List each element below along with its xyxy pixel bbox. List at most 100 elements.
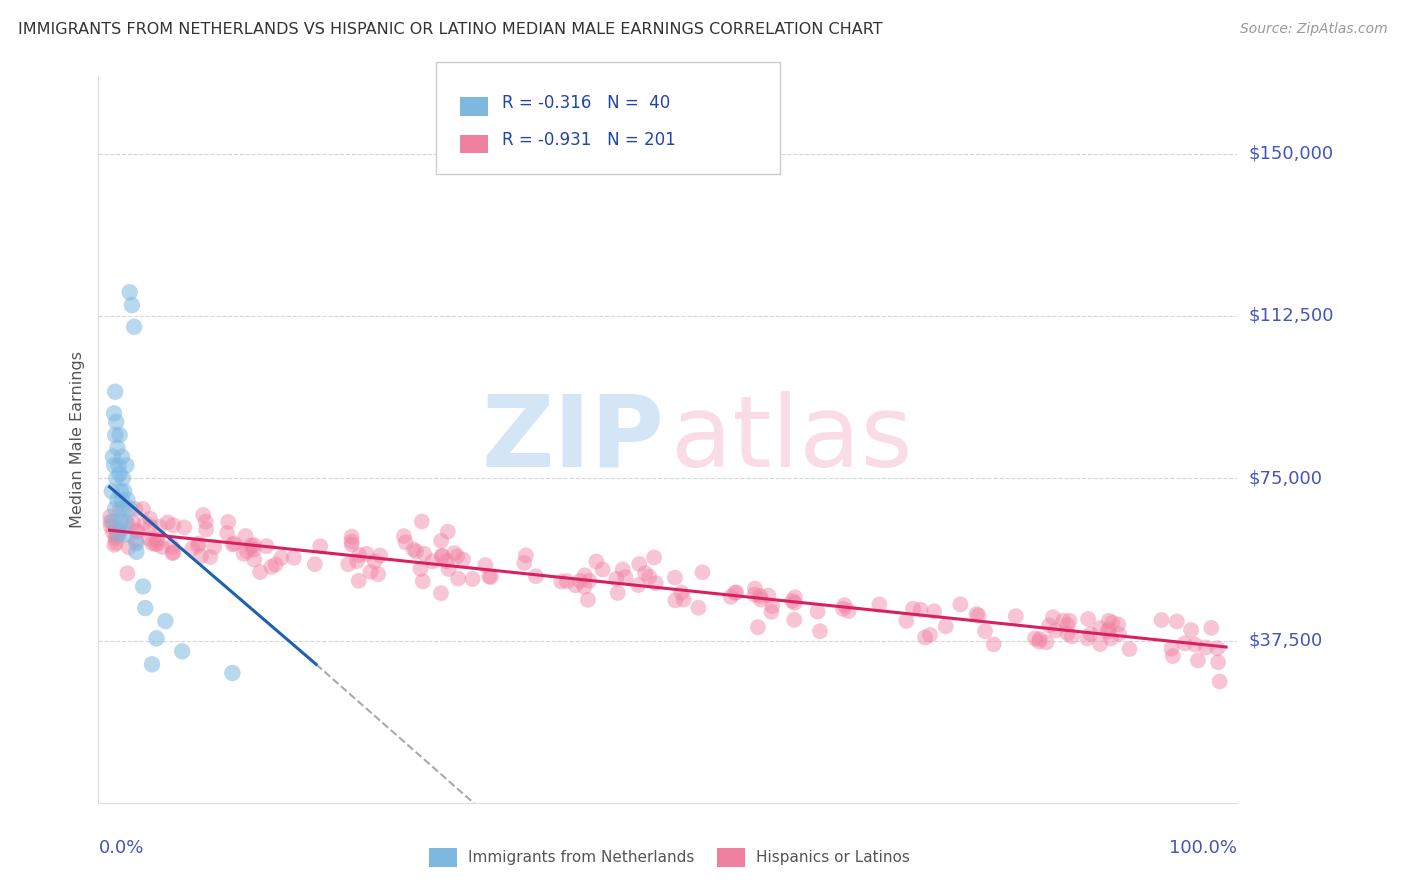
Point [139, 511, 162, 525]
Point [340, 534, 363, 549]
Point [614, 570, 637, 584]
Point [966, 607, 988, 621]
Point [612, 562, 634, 576]
Point [111, 471, 134, 485]
Point [1056, 626, 1078, 640]
Point [107, 492, 129, 507]
Point [910, 603, 932, 617]
Point [405, 544, 427, 558]
Point [232, 547, 254, 561]
Point [217, 515, 239, 529]
Point [100, 519, 122, 533]
Point [1166, 615, 1188, 629]
Point [172, 644, 194, 658]
Point [724, 585, 747, 599]
Point [132, 579, 155, 593]
Point [1024, 632, 1046, 646]
Point [337, 558, 360, 572]
Point [1004, 609, 1026, 624]
Point [478, 569, 501, 583]
Point [270, 550, 292, 565]
Text: Source: ZipAtlas.com: Source: ZipAtlas.com [1240, 22, 1388, 37]
Point [118, 541, 141, 555]
Point [104, 501, 127, 516]
Point [834, 598, 856, 612]
Point [783, 596, 806, 610]
Point [155, 614, 177, 628]
Point [122, 319, 145, 334]
Point [108, 467, 131, 481]
Point [1077, 612, 1099, 626]
Point [104, 428, 127, 442]
Point [409, 562, 432, 576]
Point [664, 593, 686, 607]
Point [104, 532, 127, 546]
Point [868, 598, 890, 612]
Point [949, 598, 972, 612]
Point [628, 557, 651, 571]
Point [111, 450, 134, 464]
Point [1187, 653, 1209, 667]
Point [162, 518, 184, 533]
Point [1107, 617, 1129, 632]
Point [125, 536, 148, 550]
Point [118, 501, 141, 516]
Point [606, 586, 628, 600]
Point [935, 619, 957, 633]
Point [356, 547, 378, 561]
Point [162, 546, 184, 560]
Point [114, 515, 136, 529]
Point [555, 574, 578, 588]
Text: R = -0.316   N =  40: R = -0.316 N = 40 [502, 94, 671, 112]
Point [125, 545, 148, 559]
Text: $150,000: $150,000 [1249, 145, 1333, 162]
Point [564, 578, 586, 592]
Point [782, 594, 804, 608]
Text: 0.0%: 0.0% [98, 839, 143, 857]
Point [125, 533, 148, 548]
Point [221, 537, 243, 551]
Point [141, 536, 163, 550]
Point [432, 549, 454, 563]
Point [761, 605, 783, 619]
Point [569, 574, 592, 588]
Point [524, 569, 547, 583]
Point [1206, 641, 1229, 656]
Point [643, 550, 665, 565]
Point [200, 549, 222, 564]
Point [576, 592, 599, 607]
Point [217, 526, 239, 541]
Point [110, 484, 132, 499]
Point [235, 529, 257, 543]
Point [121, 298, 143, 312]
Point [392, 529, 415, 543]
Point [1101, 615, 1123, 630]
Point [156, 516, 179, 530]
Point [283, 550, 305, 565]
Point [756, 589, 779, 603]
Point [744, 582, 766, 596]
Point [918, 628, 941, 642]
Point [436, 524, 458, 539]
Point [1201, 621, 1223, 635]
Point [1195, 640, 1218, 655]
Point [134, 516, 156, 530]
Point [117, 516, 139, 530]
Point [240, 539, 263, 553]
Point [107, 523, 129, 537]
Point [146, 537, 169, 551]
Point [832, 601, 855, 615]
Point [181, 541, 204, 556]
Point [922, 604, 945, 618]
Point [838, 604, 860, 618]
Point [1060, 629, 1083, 643]
Point [134, 601, 156, 615]
Point [1052, 614, 1074, 628]
Point [347, 574, 370, 588]
Point [807, 605, 830, 619]
Point [347, 548, 370, 562]
Point [402, 542, 425, 557]
Point [101, 450, 124, 464]
Point [132, 502, 155, 516]
Point [1097, 624, 1119, 639]
